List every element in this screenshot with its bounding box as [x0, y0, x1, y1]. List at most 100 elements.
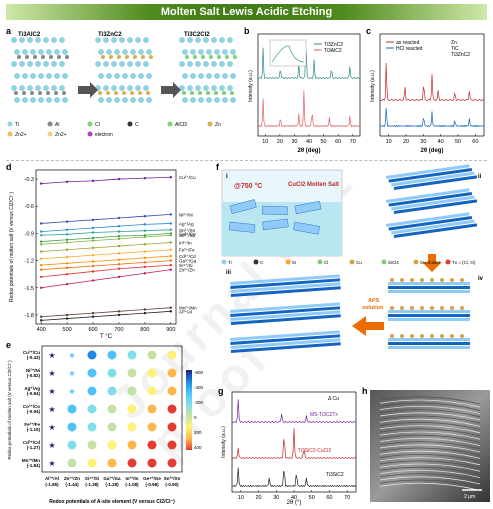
cu-cluster [460, 306, 464, 310]
cu-cluster [400, 334, 404, 338]
ti-atom [230, 73, 236, 79]
panel-e-label: e [6, 340, 12, 350]
d-point [39, 315, 43, 318]
cu-cluster [410, 306, 414, 310]
a-site-atom [225, 55, 229, 59]
panel-f-illustration: i @750 °C CuCl2 Molten Salt ii iv iii AP… [221, 164, 484, 353]
d-y-tick-label: -0.9 [25, 231, 34, 237]
iv-layer [230, 334, 341, 345]
d-point [39, 286, 43, 289]
d-point [117, 230, 121, 233]
a-site-atom [117, 55, 121, 59]
a-site-atom [222, 91, 226, 95]
g-tick-label: 70 [344, 495, 350, 501]
e-col-value: (-1.44) [65, 482, 79, 487]
ti-atom [127, 37, 133, 43]
iii-layer [388, 314, 470, 317]
cu-cluster [420, 278, 424, 282]
a-site-atom [41, 55, 45, 59]
cu-cluster [420, 334, 424, 338]
legend-a-dot [167, 121, 173, 127]
sem-layer [379, 412, 481, 421]
a-site-atom [14, 91, 18, 95]
ti-atom [111, 85, 117, 91]
cu-cluster [400, 306, 404, 310]
d-point [143, 311, 147, 315]
iv-layer [230, 278, 341, 289]
mxene-flake [262, 218, 289, 231]
ti3znc2-pattern [257, 47, 361, 80]
panel-h-label: h [362, 386, 368, 396]
sem-layer [379, 434, 481, 443]
e-star: ★ [68, 369, 75, 378]
e-cell [127, 422, 137, 432]
ti-atom [22, 49, 28, 55]
d-y-tick-label: -1.2 [25, 259, 34, 265]
e-col-value: (-1.08) [125, 482, 139, 487]
cu-cluster [400, 278, 404, 282]
a-site-atom [193, 55, 197, 59]
iii-layer [388, 338, 470, 341]
iii-layer [388, 290, 470, 293]
ti-atom [11, 85, 17, 91]
d-point [143, 272, 147, 275]
d-point [39, 240, 43, 243]
sem-layer [379, 466, 481, 475]
ti-atom [203, 37, 209, 43]
g-label-ti3sic2: Ti3SiC2 [326, 472, 344, 478]
scale-label: 2 μm [464, 494, 475, 500]
e-cell [147, 368, 157, 378]
a-site-atom [46, 91, 50, 95]
marker-zn: Zn [451, 40, 457, 46]
panel-f: f i @750 °C CuCl2 Molten Salt ii iv iii … [216, 162, 490, 384]
d-series-label: Cu²⁺/Cu [179, 175, 196, 180]
sub-iii-label: iv [478, 276, 484, 282]
a-site-atom [33, 55, 37, 59]
ti-atom [119, 37, 125, 43]
legend-a-text: C [135, 122, 139, 128]
c-tick-label: 40 [438, 139, 444, 145]
iv-layer [229, 330, 340, 341]
d-point [65, 228, 69, 231]
ti-atom [43, 85, 49, 91]
ii-layer [391, 171, 475, 187]
structure-2-name: Ti3ZnC2 [98, 32, 122, 38]
ti-atom [182, 73, 188, 79]
e-cell [147, 422, 157, 432]
g-label-cucl2: Ti3SiC2-CuCl2 [298, 448, 331, 454]
d-point [169, 176, 173, 179]
d-point [65, 238, 69, 241]
ti-atom [227, 37, 233, 43]
d-point [91, 260, 95, 263]
ti3alc2-pattern [257, 90, 361, 128]
ti-atom [211, 85, 217, 91]
d-point [65, 262, 69, 265]
ms-ti3c2tx-pattern [231, 399, 357, 424]
ti-atom [38, 73, 44, 79]
c-tick-label: 10 [386, 139, 392, 145]
d-point [65, 241, 69, 244]
iii-layer [388, 318, 470, 321]
d-point [91, 311, 95, 315]
ti-atom [22, 73, 28, 79]
e-cell [67, 458, 77, 468]
e-cell [87, 368, 97, 378]
ti-atom [146, 49, 152, 55]
colorbar-tick: -400 [194, 385, 204, 390]
ti-atom [219, 61, 225, 67]
ii-layer [391, 195, 475, 211]
b-tick-label: 40 [306, 139, 312, 145]
e-cell [107, 458, 117, 468]
d-point [143, 176, 147, 180]
sem-layer [379, 470, 481, 478]
inset-peak [271, 45, 305, 63]
ti-atom [130, 49, 136, 55]
as-reacted-pattern [379, 62, 485, 102]
panel-e: e Redox potentials of A-site element (V … [6, 340, 216, 506]
legend-f-dot [381, 259, 387, 265]
mxene-flake [294, 200, 322, 215]
d-series-label: Sn²⁺/Sn [179, 228, 196, 233]
d-point [169, 259, 173, 262]
e-col-value: (-1.28) [105, 482, 119, 487]
d-point [91, 218, 95, 222]
